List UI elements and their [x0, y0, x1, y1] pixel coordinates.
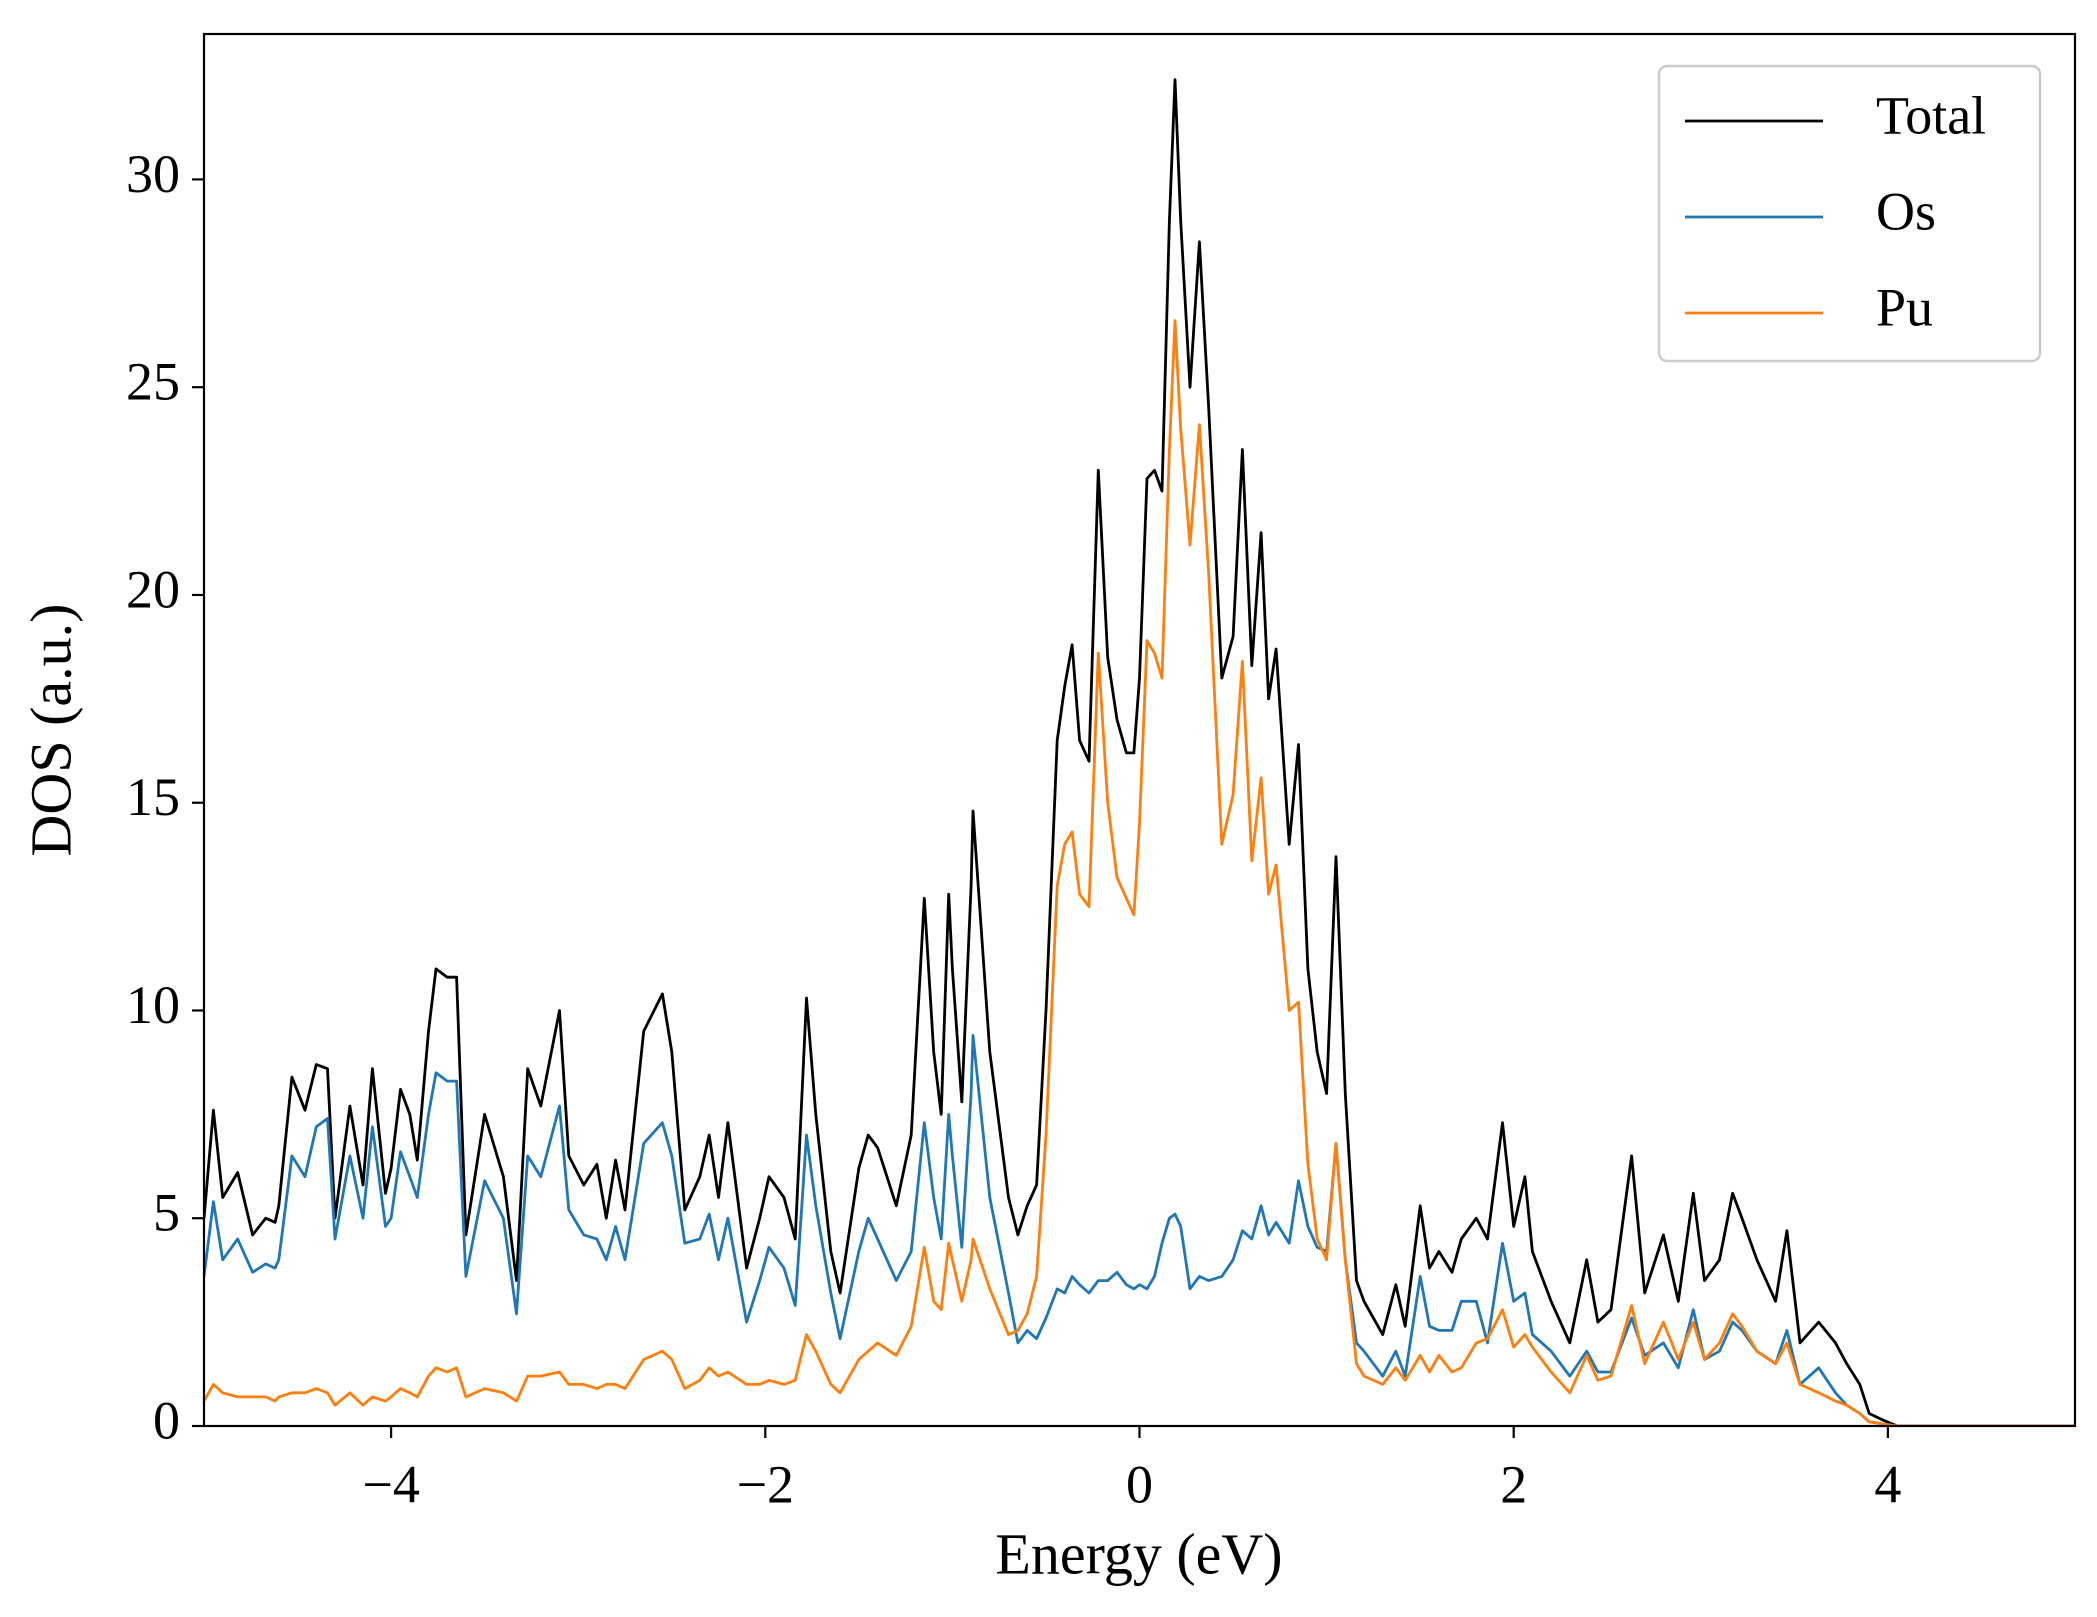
- y-tick-label: 5: [153, 1183, 180, 1243]
- legend-label: Os: [1876, 181, 1936, 241]
- y-tick-label: 10: [126, 975, 180, 1035]
- legend-box: [1657, 64, 2042, 363]
- y-axis-label: DOS (a.u.): [18, 604, 83, 857]
- x-tick-label: −4: [362, 1454, 419, 1514]
- x-axis-label: Energy (eV): [995, 1521, 1282, 1586]
- x-tick-label: −2: [737, 1454, 794, 1514]
- y-tick-label: 15: [126, 767, 180, 827]
- series-line: [204, 1034, 2075, 1426]
- series-line: [204, 319, 2075, 1426]
- y-tick-label: 25: [126, 352, 180, 412]
- y-tick-label: 30: [126, 144, 180, 204]
- series-line: [204, 78, 2075, 1426]
- x-tick-label: 4: [1874, 1454, 1901, 1514]
- y-tick-label: 0: [153, 1390, 180, 1450]
- y-tick-label: 20: [126, 559, 180, 619]
- legend-label: Pu: [1876, 277, 1933, 337]
- x-tick-label: 2: [1500, 1454, 1527, 1514]
- x-tick-label: 0: [1126, 1454, 1153, 1514]
- legend-label: Total: [1876, 85, 1986, 145]
